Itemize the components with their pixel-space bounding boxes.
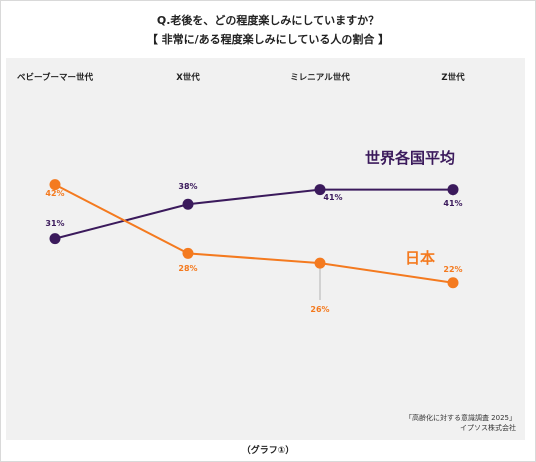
series-label-japan: 日本 — [405, 249, 435, 267]
data-point — [314, 257, 326, 269]
data-point — [447, 184, 459, 196]
source-company: イプソス株式会社 — [460, 424, 516, 432]
data-label: 31% — [45, 219, 64, 228]
source-survey-name: 「高齢化に対する意識調査 2025」 — [404, 414, 516, 422]
data-label: 41% — [323, 193, 342, 202]
plot-area — [6, 58, 525, 440]
data-label: 28% — [178, 264, 197, 273]
chart-title: Q.老後を、どの程度楽しみにしていますか？ — [156, 14, 380, 27]
graph-caption: （グラフ①） — [241, 446, 295, 456]
data-point — [49, 233, 61, 245]
data-point — [447, 277, 459, 289]
data-point — [314, 184, 326, 196]
data-point — [49, 179, 61, 191]
data-point — [182, 247, 194, 259]
data-point — [182, 198, 194, 210]
category-label: X世代 — [176, 72, 200, 83]
category-label: Z世代 — [441, 72, 465, 83]
series-label-global: 世界各国平均 — [365, 149, 455, 167]
chart-subtitle: 【 非常に/ある程度楽しみにしている人の割合 】 — [146, 33, 390, 46]
data-label: 22% — [443, 265, 462, 274]
data-label: 42% — [45, 189, 64, 198]
data-label: 26% — [310, 305, 329, 314]
category-label: ベビーブーマー世代 — [17, 72, 93, 83]
data-label: 38% — [178, 182, 197, 191]
series-line-global — [54, 188, 453, 240]
category-label: ミレニアル世代 — [290, 72, 350, 83]
data-label: 41% — [443, 199, 462, 208]
series-line-japan — [54, 183, 454, 284]
